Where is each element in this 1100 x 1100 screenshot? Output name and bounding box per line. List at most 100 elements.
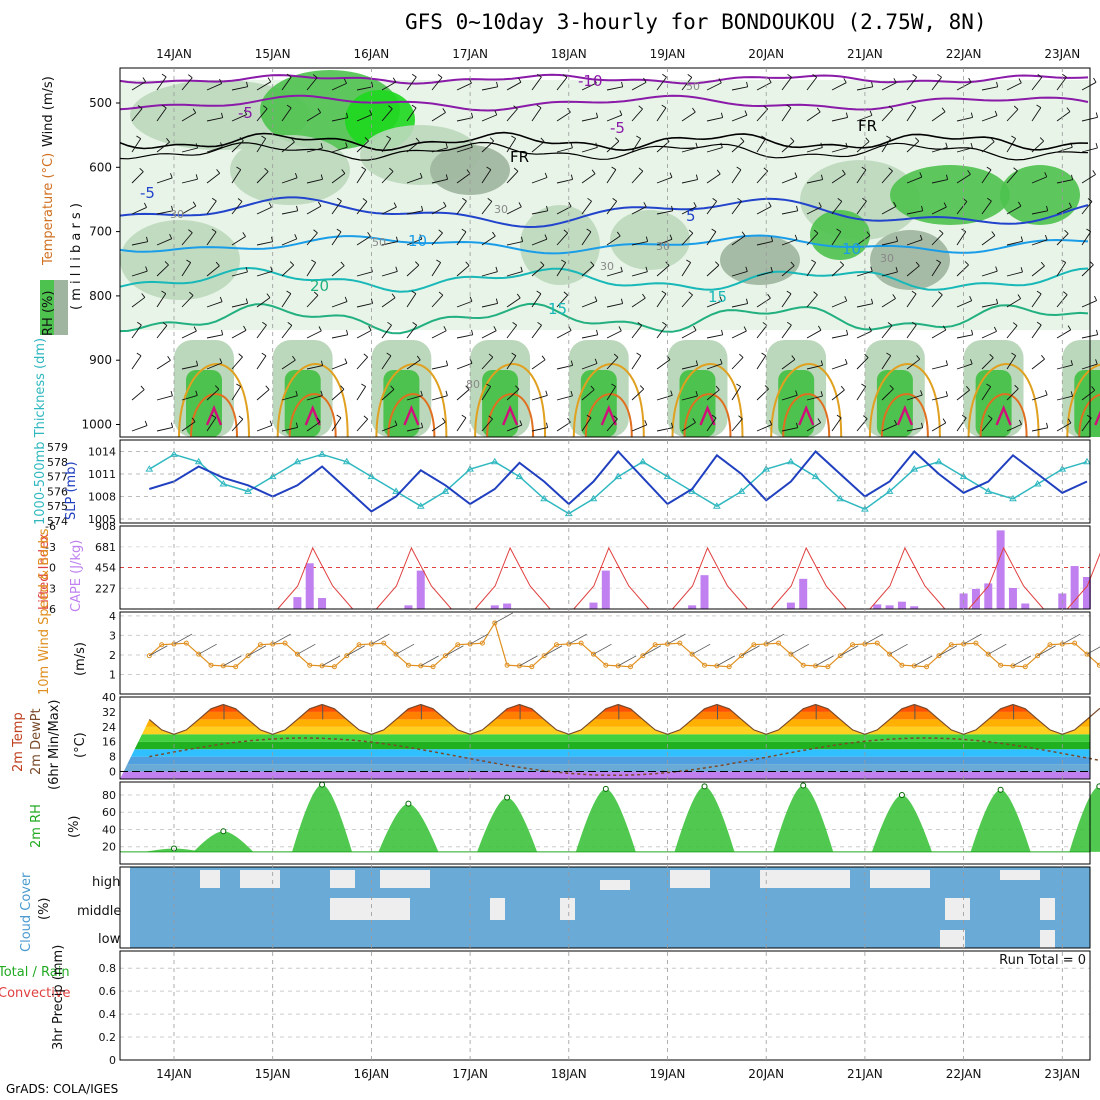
wind-barb-flag — [519, 420, 523, 426]
wind-barb-flag — [368, 325, 372, 331]
wind-barb-flag — [721, 329, 724, 335]
rh-point — [319, 781, 326, 788]
wind-barb — [531, 177, 548, 184]
rh-legend-swatch — [54, 280, 68, 335]
wind-speed-point — [702, 662, 708, 668]
wind-barb-10m — [1012, 655, 1032, 667]
rh-shade-blob — [120, 220, 240, 300]
wind-barb — [281, 427, 298, 432]
wind-barb — [506, 81, 522, 91]
wind-barb — [206, 231, 217, 246]
wind-barb-flag — [889, 385, 894, 390]
wind-barb-flag — [594, 296, 598, 302]
wind-barb-flag — [486, 383, 491, 387]
cape-bar — [971, 588, 980, 609]
panel-frame-upper — [119, 67, 1091, 438]
wind-barb — [656, 265, 670, 277]
wind-barb-flag — [242, 232, 246, 237]
wind-barb — [181, 365, 198, 370]
wind-barb — [706, 82, 722, 91]
rh-point — [701, 783, 708, 790]
wind-barb — [381, 206, 397, 215]
wind-barb — [731, 330, 747, 339]
wind-barb — [406, 325, 418, 339]
wind-barb-flag — [970, 142, 973, 148]
wind-barb — [1031, 358, 1045, 370]
wind-barb — [431, 294, 444, 308]
wind-barb — [331, 82, 347, 91]
wind-barb-flag — [563, 291, 568, 296]
wind-barb — [281, 177, 298, 184]
thickness-tick: 578 — [47, 456, 68, 469]
temp-color-band — [120, 771, 1090, 779]
wind-barb-flag — [991, 231, 996, 236]
contour-label: -5 — [140, 184, 155, 202]
wind-barb-flag — [219, 358, 223, 364]
wind-barb — [481, 303, 498, 308]
contour-label: 30 — [656, 240, 670, 253]
wind-barb — [281, 325, 293, 339]
temp-tick: 40 — [102, 691, 116, 704]
li-tick: 0 — [49, 562, 56, 575]
wind-barb — [256, 108, 268, 122]
wind-barb — [281, 395, 298, 401]
wind-barb — [1056, 76, 1067, 91]
wind-barb — [981, 270, 998, 277]
wind-barb-flag — [143, 202, 147, 208]
wind-barb — [756, 138, 767, 153]
wind-barb-flag — [644, 420, 648, 426]
wind-barb — [306, 205, 322, 215]
wind-barb — [1006, 109, 1019, 122]
wind-barb — [231, 201, 243, 215]
wind-barb-flag — [489, 137, 495, 142]
wind-barb-flag — [987, 415, 993, 419]
wind-barb — [1006, 388, 1019, 401]
wind-barb — [356, 302, 373, 308]
wind-barb — [206, 334, 223, 339]
wind-barb — [206, 83, 222, 91]
cloud-gap — [1040, 898, 1055, 920]
wind-barb-flag — [763, 167, 768, 172]
contour-label: 10 — [408, 232, 427, 250]
bottom-date-label: 16JAN — [354, 1067, 390, 1081]
wind-barb-flag — [369, 109, 373, 115]
wind-barb — [556, 178, 573, 184]
wind-speed-point — [418, 663, 424, 669]
wind-barb-flag — [192, 108, 197, 114]
rh-peak — [1069, 786, 1100, 852]
wind-barb — [756, 206, 772, 215]
wind-barb — [656, 427, 673, 432]
wind-barb-flag — [693, 202, 697, 207]
wind-barb-flag — [262, 321, 267, 326]
rh-column-gap — [332, 345, 368, 437]
wind-barb — [681, 422, 696, 432]
rh-tick: 60 — [102, 806, 116, 819]
thickness-series-line — [148, 453, 1088, 515]
wind-barb — [156, 76, 167, 91]
wind-barb — [956, 173, 971, 184]
wind-barb-flag — [162, 322, 168, 326]
wind-speed-point — [208, 662, 214, 668]
wind-barb-flag — [739, 353, 744, 358]
wind-barb-flag — [820, 391, 823, 397]
cape-bar — [293, 597, 302, 609]
wind-barb — [156, 210, 173, 215]
wind-barb — [756, 325, 768, 339]
wind-barb — [281, 293, 292, 308]
cape-bar — [799, 578, 808, 609]
wind-speed-point — [689, 651, 695, 657]
wind-barb — [631, 325, 643, 339]
wind-barb — [906, 265, 920, 277]
wind-barb-flag — [611, 383, 616, 387]
wind-speed-point — [973, 640, 979, 646]
wind-barb-flag — [871, 298, 874, 304]
lifted-index-line — [869, 546, 946, 610]
wind-barb-flag — [794, 234, 798, 240]
wind-barb — [406, 210, 423, 215]
wind-barb-flag — [715, 261, 720, 266]
wind-barb-flag — [515, 385, 520, 390]
wind-barb — [356, 386, 367, 401]
wind-barb-flag — [620, 298, 624, 304]
li-tick: -6 — [45, 520, 56, 533]
